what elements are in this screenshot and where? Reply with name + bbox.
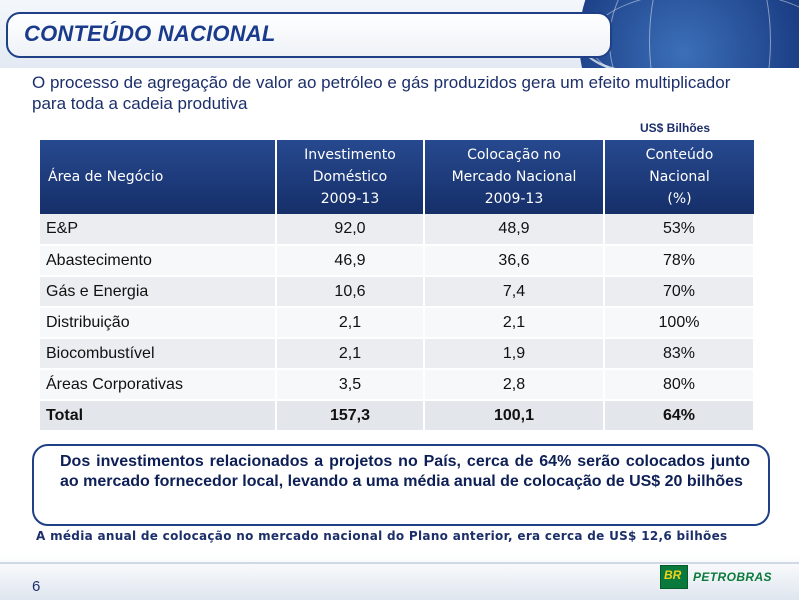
table-header-row: Área de Negócio Investimento Doméstico 2… [40,140,754,214]
cell-content: 83% [604,338,755,370]
callout-box [32,444,770,526]
table-row: Áreas Corporativas 3,5 2,8 80% [40,369,755,401]
cell-market: 1,9 [424,338,605,370]
petrobras-logo: BR PETROBRAS [660,565,784,589]
header-line: Conteúdo [645,147,714,163]
cell-content: 80% [604,369,755,401]
cell-market: 2,8 [424,369,605,401]
cell-investment: 46,9 [276,245,425,277]
slide-title: CONTEÚDO NACIONAL [24,21,276,46]
intro-text: O processo de agregação de valor ao petr… [32,73,731,113]
header-line: Mercado Nacional [451,169,577,185]
logo-mark-text: BR [664,568,682,582]
cell-investment: 92,0 [276,214,425,246]
cell-investment: 2,1 [276,307,425,339]
header-line: Doméstico [312,169,388,185]
table-row: Distribuição 2,1 2,1 100% [40,307,755,339]
table-row: Abastecimento 46,9 36,6 78% [40,245,755,277]
header-line: Nacional [649,169,710,185]
cell-market: 7,4 [424,276,605,308]
title-bar [6,12,612,58]
cell-area: Gás e Energia [40,276,277,308]
cell-total-investment: 157,3 [276,400,425,432]
cell-market: 48,9 [424,214,605,246]
cell-area: E&P [40,214,277,246]
callout-text: Dos investimentos relacionados a projeto… [60,453,750,490]
cell-total-content: 64% [604,400,755,432]
cell-content: 53% [604,214,755,246]
table-total-row: Total 157,3 100,1 64% [40,400,755,432]
cell-content: 100% [604,307,755,339]
cell-total-label: Total [40,400,277,432]
cell-investment: 3,5 [276,369,425,401]
logo-text: PETROBRAS [693,570,772,584]
footer-divider [0,562,799,564]
header-line: 2009-13 [484,191,544,207]
cell-content: 78% [604,245,755,277]
header-market: Colocação no Mercado Nacional 2009-13 [424,140,605,214]
cell-investment: 10,6 [276,276,425,308]
footnote: A média anual de colocação no mercado na… [36,529,728,543]
cell-content: 70% [604,276,755,308]
header-line: (%) [667,191,692,207]
cell-area: Distribuição [40,307,277,339]
cell-market: 36,6 [424,245,605,277]
header-line: 2009-13 [320,191,380,207]
table-row: Biocombustível 2,1 1,9 83% [40,338,755,370]
investment-table: Área de Negócio Investimento Doméstico 2… [40,140,755,432]
cell-total-market: 100,1 [424,400,605,432]
header-area: Área de Negócio [40,140,277,214]
cell-market: 2,1 [424,307,605,339]
slide-header: CONTEÚDO NACIONAL [0,0,799,68]
cell-area: Abastecimento [40,245,277,277]
header-area-label: Área de Negócio [48,169,164,185]
table-row: Gás e Energia 10,6 7,4 70% [40,276,755,308]
header-line: Investimento [304,147,396,163]
page-number: 6 [32,578,41,595]
cell-investment: 2,1 [276,338,425,370]
header-investment: Investimento Doméstico 2009-13 [276,140,425,214]
cell-area: Áreas Corporativas [40,369,277,401]
table-row: E&P 92,0 48,9 53% [40,214,755,246]
cell-area: Biocombustível [40,338,277,370]
unit-label: US$ Bilhões [640,121,711,135]
header-content: Conteúdo Nacional (%) [604,140,754,214]
br-logo-icon: BR [660,565,688,589]
header-line: Colocação no [467,147,561,163]
